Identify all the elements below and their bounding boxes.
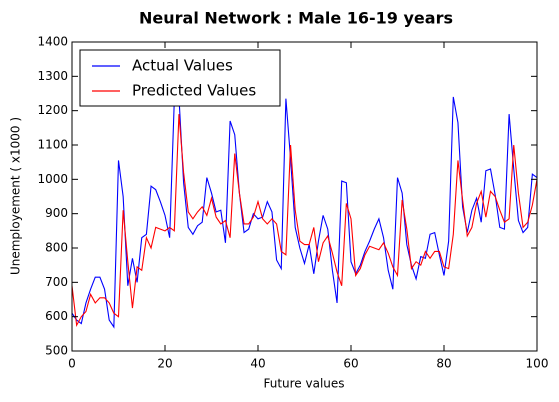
y-tick-label: 1000 <box>37 172 68 186</box>
y-tick-label: 700 <box>45 275 68 289</box>
y-tick-label: 1200 <box>37 103 68 117</box>
y-tick-label: 1100 <box>37 138 68 152</box>
x-tick-label: 40 <box>250 357 265 371</box>
y-tick-label: 600 <box>45 309 68 323</box>
x-axis-label: Future values <box>263 377 344 391</box>
x-tick-label: 100 <box>526 357 549 371</box>
data-line <box>71 114 538 328</box>
y-axis-label: Unemployement ( x1000 ) <box>9 117 23 275</box>
legend-label: Predicted Values <box>132 82 256 100</box>
x-tick-label: 60 <box>343 357 358 371</box>
data-line <box>71 95 538 329</box>
y-tick-label: 500 <box>45 344 68 358</box>
y-tick-label: 900 <box>45 206 68 220</box>
chart-title: Neural Network : Male 16-19 years <box>139 9 453 28</box>
legend-label: Actual Values <box>132 57 233 75</box>
y-tick-label: 800 <box>45 241 68 255</box>
x-tick-label: 0 <box>68 357 76 371</box>
y-tick-label: 1400 <box>37 35 68 49</box>
plot-frame <box>71 41 538 352</box>
legend-box <box>79 49 281 107</box>
x-tick-label: 80 <box>436 357 451 371</box>
y-tick-label: 1300 <box>37 69 68 83</box>
x-tick-label: 20 <box>157 357 172 371</box>
